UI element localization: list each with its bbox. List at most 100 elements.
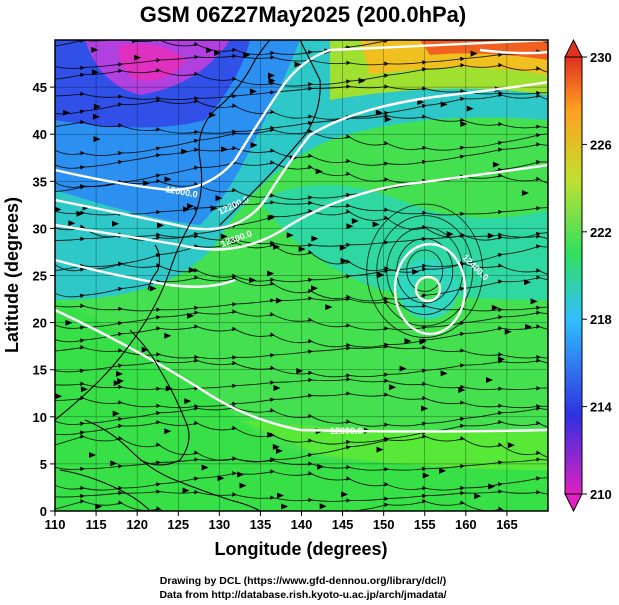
contour-line — [55, 258, 236, 288]
x-tick-label: 130 — [208, 517, 230, 532]
streamline-arrow — [183, 206, 191, 213]
streamline-arrow — [91, 46, 99, 53]
streamline-arrow — [149, 285, 157, 292]
streamline-arrow — [117, 378, 125, 384]
streamline-arrow — [206, 47, 214, 54]
streamline-arrow — [340, 257, 348, 264]
x-tick-label: 150 — [373, 517, 395, 532]
streamline-arrow — [399, 365, 407, 372]
streamline-arrow — [268, 77, 276, 84]
colorbar-tick-label: 214 — [590, 400, 612, 415]
streamline-arrow — [372, 221, 380, 228]
streamline-arrow — [466, 105, 474, 112]
x-tick-label: 165 — [496, 517, 518, 532]
streamline-arrow — [319, 503, 327, 510]
streamline-arrow — [440, 370, 448, 377]
streamline-arrow — [164, 428, 172, 435]
y-tick-label: 15 — [33, 363, 47, 378]
y-tick-label: 45 — [33, 80, 47, 95]
contour-line — [55, 308, 548, 433]
streamline-arrow — [507, 442, 515, 449]
colorbar-bottom-triangle — [564, 493, 583, 513]
streamline-arrow — [243, 52, 251, 58]
streamline-arrow — [65, 319, 73, 326]
contour-line — [414, 275, 442, 303]
streamline-arrow — [298, 246, 306, 253]
streamline-arrow — [325, 304, 333, 311]
streamline-arrow — [272, 443, 280, 450]
map-title: GSM 06Z27May2025 (200.0hPa) — [140, 2, 467, 27]
streamline — [366, 203, 484, 338]
contour-line — [479, 48, 548, 55]
streamline-arrow — [421, 405, 429, 412]
streamline-arrow — [358, 77, 366, 84]
height-contours — [55, 40, 548, 433]
streamline-arrow — [389, 384, 397, 391]
x-axis-label: Longitude (degrees) — [214, 539, 387, 559]
colorbar-tick-label: 210 — [590, 487, 612, 502]
streamline-arrow — [267, 431, 275, 438]
streamline-arrow — [530, 298, 538, 305]
streamline-arrow — [112, 220, 120, 227]
streamline-arrow — [351, 218, 359, 224]
y-tick-label: 0 — [40, 504, 47, 519]
colorbar-tick-label: 226 — [590, 137, 612, 152]
x-tick-label: 110 — [45, 517, 66, 532]
streamline-arrow — [209, 112, 217, 118]
streamline — [55, 344, 548, 360]
streamline — [55, 173, 548, 200]
y-tick-label: 10 — [33, 410, 47, 425]
streamline-arrow — [116, 370, 123, 377]
streamline-arrow — [188, 267, 196, 273]
streamline-arrow — [487, 232, 495, 239]
streamline — [55, 376, 548, 391]
streamline-arrow — [239, 482, 247, 489]
streamline-arrow — [134, 54, 142, 61]
y-tick-label: 5 — [40, 457, 47, 472]
streamline-arrow — [63, 109, 70, 116]
streamline-arrow — [458, 387, 466, 393]
streamline-arrow — [376, 446, 384, 453]
streamline-arrow — [267, 214, 275, 221]
streamline-arrow — [281, 503, 289, 510]
streamline-arrow — [273, 385, 281, 391]
streamline-arrow — [296, 368, 304, 374]
streamline-arrow — [92, 113, 100, 120]
streamline — [55, 405, 548, 427]
streamline-arrow — [460, 121, 468, 127]
colorbar-top-triangle — [564, 38, 583, 58]
streamline-arrow — [95, 503, 103, 510]
streamline-arrow — [504, 328, 512, 335]
contour-line — [55, 80, 548, 231]
colorbar-tick-label: 222 — [590, 225, 612, 240]
streamline-arrow — [164, 332, 172, 339]
streamline-arrow — [142, 180, 150, 187]
contour-line — [55, 163, 548, 251]
streamline — [55, 358, 548, 378]
colorbar: 210 214 218 222 226 230 — [564, 38, 612, 513]
streamline-arrow — [91, 69, 99, 76]
x-tick-label: 140 — [291, 517, 313, 532]
streamline-arrow — [422, 472, 430, 479]
streamline-arrow — [486, 377, 493, 383]
streamline-arrow — [446, 231, 454, 238]
streamline-arrow — [521, 190, 529, 196]
colorbar-tick-label: 218 — [590, 312, 612, 327]
streamline — [55, 309, 548, 331]
credit-drawing: Drawing by DCL (https://www.gfd-dennou.o… — [160, 575, 446, 587]
streamline-arrow — [76, 210, 84, 217]
y-tick-label: 30 — [33, 221, 47, 236]
streamline-arrow — [417, 99, 425, 106]
streamline-arrow — [317, 463, 325, 470]
streamline-arrow — [315, 168, 323, 175]
streamline-arrow — [201, 464, 209, 471]
streamline-arrow — [275, 447, 283, 454]
streamline — [55, 434, 548, 463]
streamline-arrow — [181, 148, 189, 155]
streamline-arrow — [210, 205, 218, 212]
streamline-arrow — [215, 195, 223, 202]
streamline-arrow — [110, 460, 118, 467]
x-tick-label: 135 — [250, 517, 272, 532]
x-tick-label: 145 — [332, 517, 354, 532]
